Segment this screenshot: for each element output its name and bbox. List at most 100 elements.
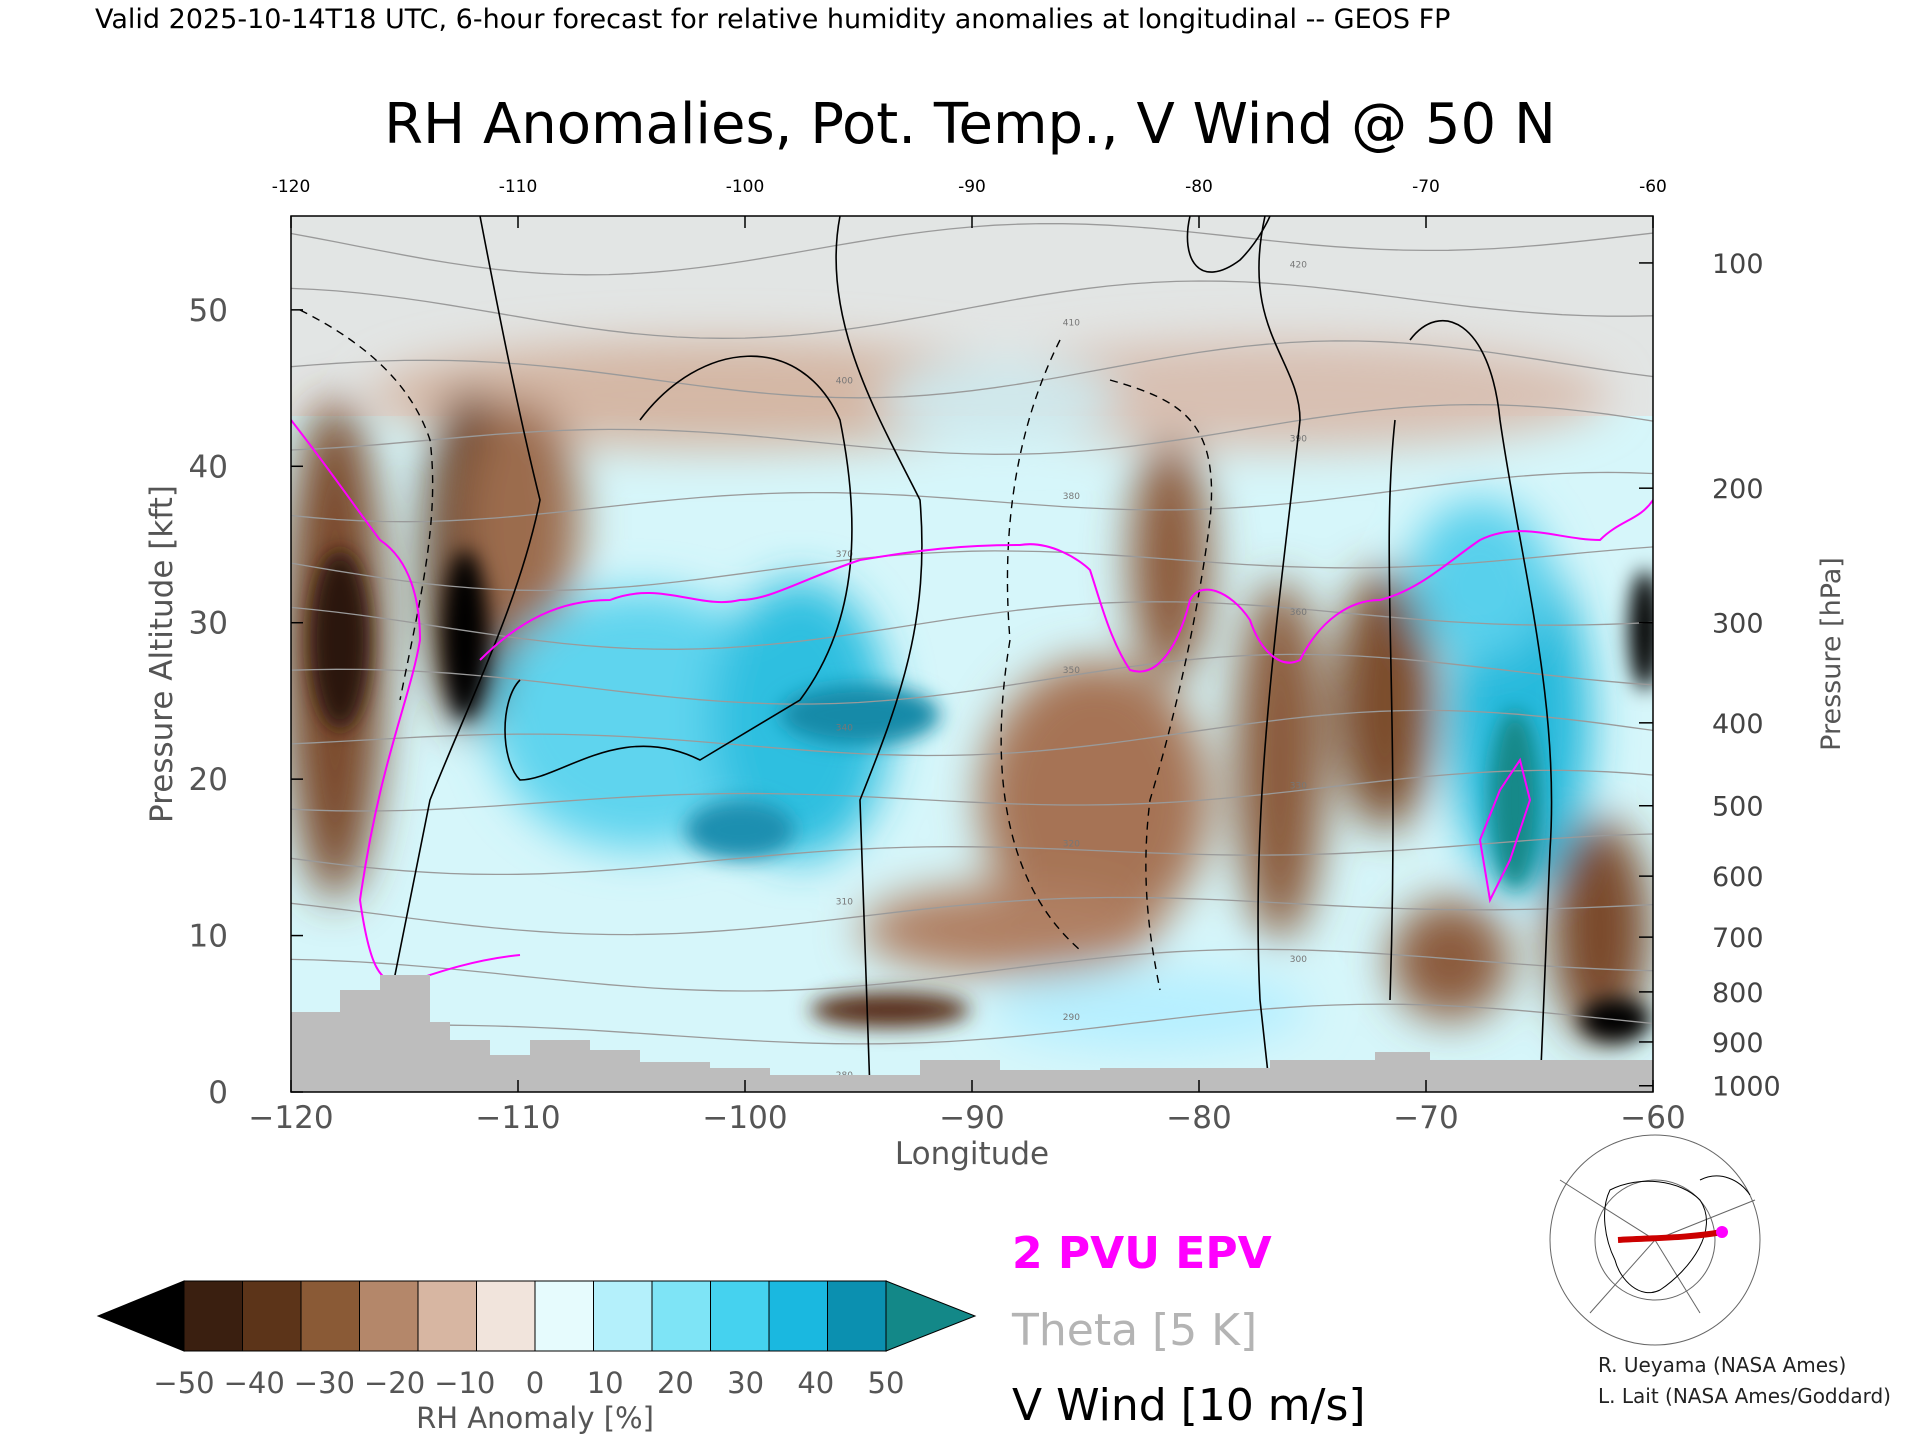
theta-contour-label: 420 bbox=[1290, 261, 1307, 271]
colorbar-tick-label: −40 bbox=[224, 1366, 285, 1400]
x-top-tick-label: -110 bbox=[499, 177, 538, 197]
legend: 2 PVU EPV Theta [5 K] V Wind [10 m/s] bbox=[1011, 1228, 1366, 1431]
colorbar-swatch bbox=[476, 1280, 536, 1352]
theta-contour-label: 370 bbox=[836, 550, 853, 560]
colorbar-tick-label: −30 bbox=[294, 1366, 355, 1400]
page-header: Valid 2025-10-14T18 UTC, 6-hour forecast… bbox=[95, 4, 1450, 35]
rh-anomaly-field: 2802903003103203303403503603703803904004… bbox=[291, 216, 1653, 1092]
y-tick-label: 40 bbox=[189, 449, 228, 485]
colorbar: −50 −40 −30 −20 −10 0 10 20 30 40 50 bbox=[96, 1280, 977, 1400]
colorbar-swatch bbox=[768, 1280, 829, 1352]
x-top-tick-label: -80 bbox=[1185, 177, 1213, 197]
pressure-tick-label: 900 bbox=[1712, 1028, 1764, 1059]
theta-contour bbox=[291, 769, 1653, 812]
pressure-tick-label: 200 bbox=[1712, 474, 1764, 505]
theta-contours: 2802903003103203303403503603703803904004… bbox=[291, 222, 1653, 1092]
chart-title: RH Anomalies, Pot. Temp., V Wind @ 50 N bbox=[384, 92, 1556, 157]
theta-contour bbox=[291, 280, 1653, 339]
colorbar-tick-label: −10 bbox=[434, 1366, 495, 1400]
y2-axis-label: Pressure [hPa] bbox=[1816, 557, 1847, 751]
colorbar-under-triangle bbox=[96, 1280, 185, 1352]
colorbar-swatch bbox=[593, 1280, 653, 1352]
y-tick-label: 0 bbox=[208, 1075, 228, 1111]
theta-contour-label: 330 bbox=[1290, 782, 1307, 792]
colorbar-tick-label: 50 bbox=[868, 1366, 905, 1400]
theta-contour-label: 300 bbox=[1290, 955, 1307, 965]
legend-vwind: V Wind [10 m/s] bbox=[1012, 1380, 1366, 1431]
colorbar-swatch bbox=[242, 1280, 302, 1352]
x-axis-label: Longitude bbox=[895, 1136, 1049, 1172]
x-tick-label: −90 bbox=[939, 1100, 1004, 1136]
pressure-tick-label: 600 bbox=[1712, 862, 1764, 893]
colorbar-over-triangle bbox=[885, 1280, 977, 1352]
colorbar-tick-label: −20 bbox=[364, 1366, 425, 1400]
theta-contour-label: 380 bbox=[1063, 492, 1080, 502]
x-top-tick-label: -70 bbox=[1412, 177, 1440, 197]
theta-contour-label: 350 bbox=[1063, 666, 1080, 676]
colorbar-swatch bbox=[534, 1280, 595, 1352]
colorbar-label: RH Anomaly [%] bbox=[416, 1401, 654, 1435]
legend-epv: 2 PVU EPV bbox=[1012, 1228, 1272, 1279]
theta-contour bbox=[291, 1003, 1653, 1045]
theta-contour bbox=[291, 833, 1653, 876]
x-top-tick-label: -60 bbox=[1639, 177, 1667, 197]
vwind-negative-contours bbox=[299, 309, 1213, 991]
credit-2: L. Lait (NASA Ames/Goddard) bbox=[1598, 1384, 1891, 1408]
colorbar-swatch bbox=[300, 1280, 361, 1352]
theta-contour bbox=[291, 896, 1653, 936]
colorbar-swatch bbox=[359, 1280, 419, 1352]
x-top-tick-label: -90 bbox=[958, 177, 986, 197]
vwind-contours bbox=[389, 216, 1553, 1092]
legend-theta: Theta [5 K] bbox=[1011, 1305, 1257, 1356]
x-top-tick-label: -100 bbox=[726, 177, 765, 197]
colorbar-tick-label: 20 bbox=[657, 1366, 694, 1400]
theta-contour bbox=[291, 948, 1653, 992]
y-tick-label: 30 bbox=[189, 606, 228, 642]
pressure-tick-label: 500 bbox=[1712, 792, 1764, 823]
colorbar-swatch bbox=[417, 1280, 478, 1352]
colorbar-tick-label: 30 bbox=[727, 1366, 764, 1400]
colorbar-tick-label: 40 bbox=[797, 1366, 834, 1400]
theta-contour-label: 310 bbox=[836, 897, 853, 907]
theta-contour-label: 400 bbox=[836, 376, 853, 386]
y-tick-label: 50 bbox=[189, 293, 228, 329]
colorbar-swatch bbox=[710, 1280, 770, 1352]
colorbar-swatch bbox=[183, 1280, 244, 1352]
pressure-tick-label: 800 bbox=[1712, 978, 1764, 1009]
theta-contour bbox=[291, 709, 1653, 757]
terrain-mask bbox=[291, 975, 1653, 1092]
colorbar-swatch bbox=[827, 1280, 887, 1352]
pressure-tick-label: 700 bbox=[1712, 923, 1764, 954]
credit-1: R. Ueyama (NASA Ames) bbox=[1598, 1353, 1846, 1377]
colorbar-tick-label: 0 bbox=[526, 1366, 544, 1400]
theta-contour bbox=[291, 340, 1653, 399]
y-tick-label: 10 bbox=[189, 919, 228, 955]
pressure-tick-label: 100 bbox=[1712, 249, 1764, 280]
x-tick-label: −60 bbox=[1620, 1100, 1685, 1136]
pressure-tick-label: 300 bbox=[1712, 609, 1764, 640]
theta-contour-label: 290 bbox=[1063, 1013, 1080, 1023]
pressure-tick-label: 400 bbox=[1712, 709, 1764, 740]
x-top-tick-label: -120 bbox=[272, 177, 311, 197]
x-tick-label: −70 bbox=[1393, 1100, 1458, 1136]
theta-contour bbox=[291, 403, 1653, 455]
colorbar-tick-label: 10 bbox=[587, 1366, 624, 1400]
y-tick-label: 20 bbox=[189, 762, 228, 798]
locator-map bbox=[1549, 1134, 1761, 1346]
theta-contour-label: 360 bbox=[1290, 608, 1307, 618]
theta-contour bbox=[291, 601, 1653, 650]
theta-contour-label: 410 bbox=[1063, 319, 1080, 329]
theta-contour-label: 320 bbox=[1063, 839, 1080, 849]
theta-contour bbox=[291, 471, 1653, 523]
theta-contour bbox=[291, 546, 1653, 592]
y-axis-label: Pressure Altitude [kft] bbox=[144, 485, 180, 823]
colorbar-swatch bbox=[651, 1280, 712, 1352]
colorbar-tick-label: −50 bbox=[153, 1366, 214, 1400]
x-tick-label: −80 bbox=[1166, 1100, 1231, 1136]
credits: R. Ueyama (NASA Ames) L. Lait (NASA Ames… bbox=[1598, 1353, 1891, 1408]
x-tick-label: −120 bbox=[248, 1100, 333, 1136]
theta-contour-label: 340 bbox=[836, 724, 853, 734]
x-tick-label: −100 bbox=[702, 1100, 787, 1136]
pressure-tick-label: 1000 bbox=[1712, 1072, 1781, 1103]
